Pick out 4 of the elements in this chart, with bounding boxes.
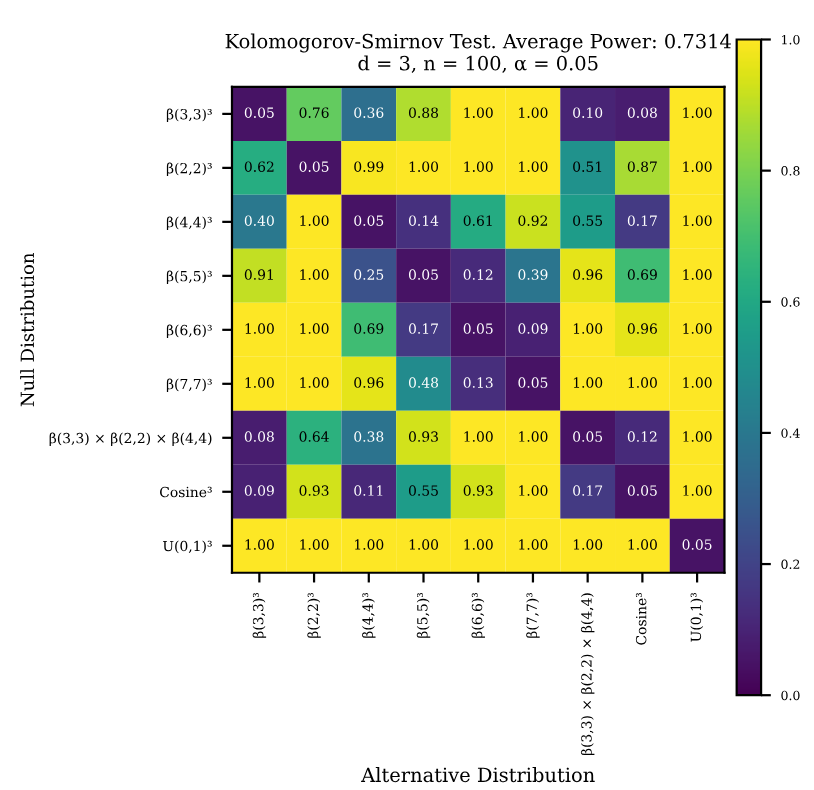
chart-subtitle: d = 3, n = 100, α = 0.05 (358, 55, 598, 73)
y-axis-title: Null Distribution (20, 253, 35, 407)
chart-title: Kolomogorov-Smirnov Test. Average Power: 0.7314 (225, 33, 731, 53)
x-axis-title: Alternative Distribution (361, 767, 595, 783)
